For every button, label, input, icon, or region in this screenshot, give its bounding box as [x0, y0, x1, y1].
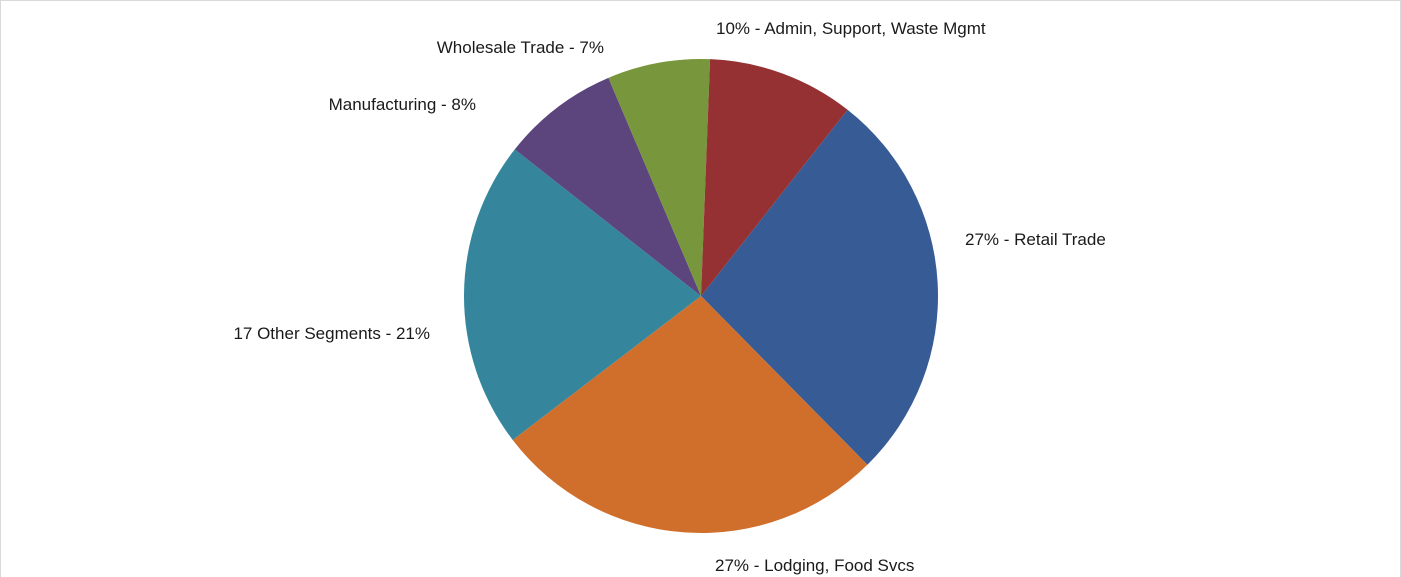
pie-slice-17-other-segments: [464, 149, 701, 440]
pie-labels: 27% - Retail Trade 27% - Lodging, Food Sv…: [233, 19, 1105, 575]
pie-slice-lodging-food-svcs: [512, 296, 868, 533]
slice-label-manufacturing: Manufacturing - 8%: [329, 95, 476, 114]
slice-label-lodging-food-svcs: 27% - Lodging, Food Svcs: [715, 556, 914, 575]
slice-label-retail-trade: 27% - Retail Trade: [965, 230, 1106, 249]
pie-slice-retail-trade: [701, 109, 938, 465]
pie-slice-manufacturing: [514, 77, 701, 296]
pie-slices: [464, 59, 938, 533]
slice-label-wholesale-trade: Wholesale Trade - 7%: [437, 38, 604, 57]
slice-label-admin-support-waste-mgmt: 10% - Admin, Support, Waste Mgmt: [716, 19, 986, 38]
pie-slice-wholesale-trade: [608, 59, 711, 297]
pie-slice-admin-support-waste-mgmt: [701, 59, 848, 297]
slice-label-17-other-segments: 17 Other Segments - 21%: [233, 324, 430, 343]
